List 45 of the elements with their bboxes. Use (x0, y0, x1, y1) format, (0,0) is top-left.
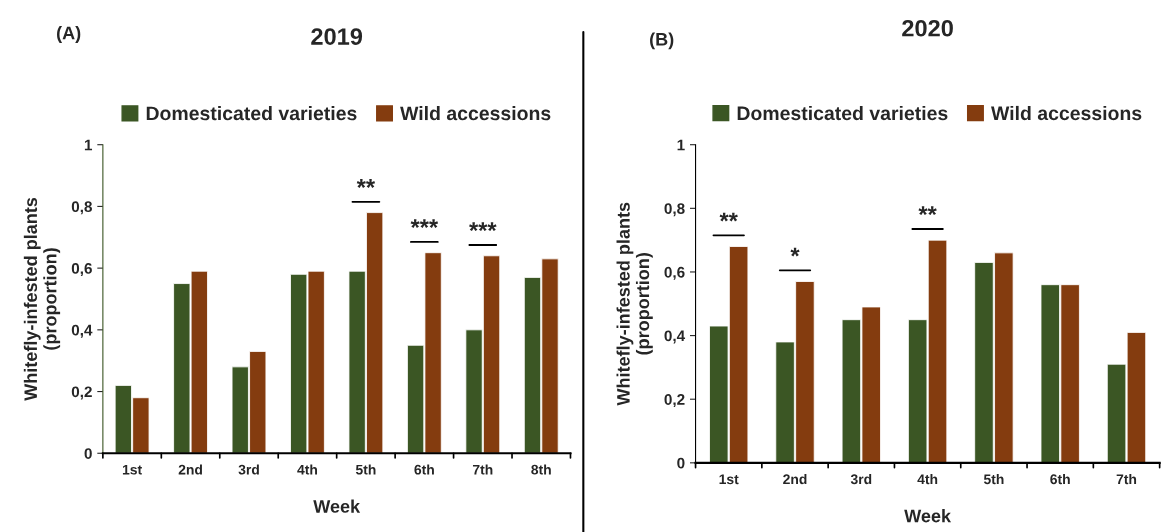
chart-title: 2020 (902, 19, 953, 37)
x-tick-label: 1st (122, 464, 142, 475)
y-tick-label: 0,8 (664, 203, 685, 217)
text: (B) (650, 32, 674, 50)
x-tick-label: 6th (1050, 473, 1070, 485)
legend-label: Domesticated varieties (146, 105, 357, 121)
annotation: *** (410, 219, 439, 228)
y-tick-label: 1 (677, 139, 685, 151)
x-axis-title: Week (904, 509, 952, 523)
legend-label: Wild accessions (991, 105, 1142, 121)
annotation: ** (918, 206, 937, 216)
legend-label: Wild accessions (400, 105, 551, 121)
annotation: *** (469, 222, 497, 232)
x-tick-label: 1st (719, 474, 739, 485)
annotation: ** (719, 212, 738, 222)
x-tick-label: 4th (297, 464, 317, 475)
y-tick-label: 0 (677, 457, 685, 469)
y-tick-label: 0,8 (71, 201, 92, 215)
x-tick-label: 8th (531, 464, 551, 475)
x-tick-label: 6th (414, 464, 434, 475)
y-tick-label: 1 (84, 139, 93, 151)
chart-title: 2019 (311, 28, 363, 45)
x-tick-label: 5th (355, 464, 376, 475)
x-tick-label: 2nd (178, 464, 202, 475)
y-tick-label: 0 (84, 448, 92, 459)
annotation: * (790, 247, 800, 257)
y-tick-label: 0,2 (664, 394, 685, 408)
y-tick-label: 0,4 (71, 324, 93, 338)
text: (A) (57, 26, 81, 43)
x-tick-label: 5th (983, 473, 1004, 485)
y-axis-title: Whitefly-infested plants (proportion) (23, 197, 61, 401)
y-tick-label: 0,6 (71, 263, 92, 277)
x-axis-title: Week (313, 499, 361, 513)
y-axis-title: Whitefly-infested plants (proportion) (616, 202, 653, 406)
legend-label: Domesticated varieties (737, 105, 948, 121)
x-tick-label: 4th (917, 473, 938, 485)
x-tick-label: 2nd (783, 473, 807, 485)
x-tick-label: 3rd (238, 464, 259, 475)
y-tick-label: 0,2 (71, 386, 92, 400)
x-tick-label: 7th (1116, 473, 1137, 485)
annotation: ** (356, 179, 376, 188)
x-tick-label: 3rd (850, 473, 872, 485)
x-tick-label: 7th (472, 464, 493, 475)
y-tick-label: 0,6 (664, 266, 685, 280)
y-tick-label: 0,4 (664, 330, 686, 344)
